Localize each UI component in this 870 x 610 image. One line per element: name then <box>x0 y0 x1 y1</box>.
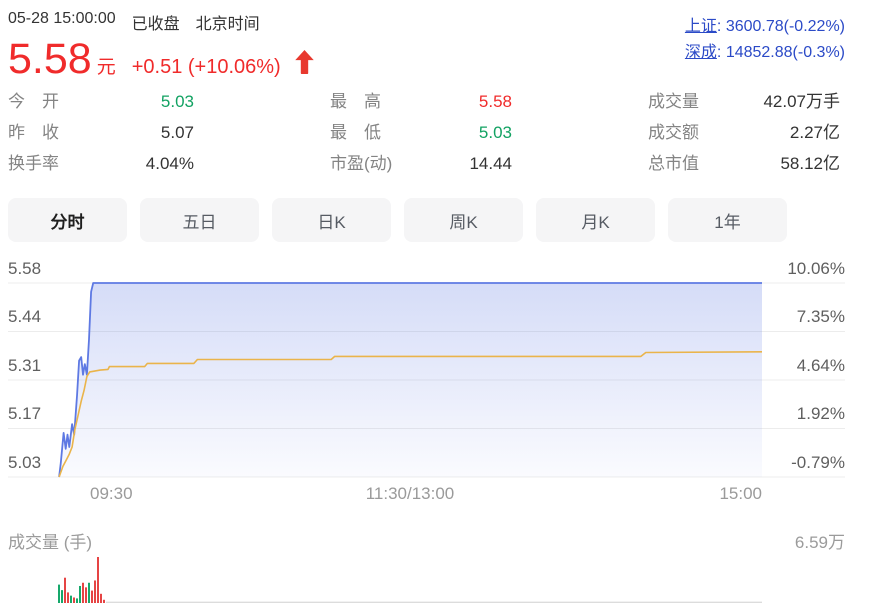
y-axis-left-label-0: 5.58 <box>8 259 42 278</box>
index-shanghai-quote: : 3600.78(-0.22%) <box>716 18 845 35</box>
x-axis-label-noon: 11:30/13:00 <box>365 484 455 503</box>
y-axis-left-label-3: 5.17 <box>8 404 42 423</box>
stat-market-cap-value: 58.12亿 <box>780 154 840 173</box>
stat-market-cap: 总市值 58.12亿 <box>648 152 840 176</box>
volume-chart-canvas <box>58 557 762 603</box>
stat-pe-ratio: 市盈(动) 14.44 <box>330 152 512 176</box>
y-axis-right-label-1: 7.35% <box>796 307 845 326</box>
minute-chart-canvas[interactable] <box>0 250 870 505</box>
volume-bar <box>82 582 84 603</box>
volume-bar <box>88 582 90 603</box>
volume-bar <box>85 587 87 603</box>
volume-bar <box>97 557 99 603</box>
x-axis-label-close: 15:00 <box>719 484 762 503</box>
stats-column-2: 最 高 5.58 最 低 5.03 市盈(动) 14.44 <box>330 90 512 183</box>
stat-pe-ratio-value: 14.44 <box>469 154 512 173</box>
index-shanghai-name: 上证 <box>684 18 717 35</box>
timezone-label: 北京时间 <box>195 16 260 33</box>
volume-bar <box>103 599 105 603</box>
index-shanghai-link[interactable]: 上证: 3600.78(-0.22%) <box>685 14 845 40</box>
quote-time-row: 05-28 15:00:00 已收盘 北京时间 <box>8 10 260 34</box>
market-status: 已收盘 <box>131 16 180 33</box>
stat-prev-close: 昨 收 5.07 <box>8 121 194 145</box>
y-axis-left-label-1: 5.44 <box>8 307 42 326</box>
tab-minute[interactable]: 分时 <box>8 198 127 242</box>
stats-column-1: 今 开 5.03 昨 收 5.07 换手率 4.04% <box>8 90 194 183</box>
stat-turnover-rate-value: 4.04% <box>145 154 194 173</box>
index-shenzhen-quote: : 14852.88(-0.3%) <box>716 44 845 61</box>
stat-prev-close-label: 昨 收 <box>8 123 59 142</box>
current-price: 5.58 <box>8 35 92 83</box>
price-unit-label: 元 <box>96 57 116 78</box>
volume-bar <box>58 584 60 603</box>
price-row: 5.58 元 +0.51 (+10.06%) <box>8 36 314 82</box>
volume-bar <box>64 577 66 603</box>
up-arrow-icon <box>294 50 314 74</box>
stat-today-open-value: 5.03 <box>160 92 194 111</box>
stat-amount: 成交额 2.27亿 <box>648 121 840 145</box>
stat-amount-value: 2.27亿 <box>789 123 840 142</box>
volume-bar <box>67 592 69 603</box>
stat-turnover-rate-label: 换手率 <box>8 154 59 173</box>
stat-pe-ratio-label: 市盈(动) <box>330 154 393 173</box>
quote-datetime: 05-28 15:00:00 <box>8 10 116 27</box>
stat-today-open: 今 开 5.03 <box>8 90 194 114</box>
index-shenzhen-name: 深成 <box>684 44 717 61</box>
volume-header: 成交量 (手) 6.59万 <box>8 528 845 553</box>
tab-monthly-k[interactable]: 月K <box>536 198 655 242</box>
stat-volume: 成交量 42.07万手 <box>648 90 840 114</box>
y-axis-right-label-0: 10.06% <box>787 259 845 278</box>
stat-amount-label: 成交额 <box>648 123 699 142</box>
volume-bar <box>79 585 81 603</box>
y-axis-right-label-4: -0.79% <box>791 453 845 472</box>
volume-tail-bars <box>106 601 762 603</box>
price-area-fill <box>59 283 763 477</box>
volume-bar <box>100 593 102 603</box>
stat-high-value: 5.58 <box>478 92 512 111</box>
stat-turnover-rate: 换手率 4.04% <box>8 152 194 176</box>
volume-bar <box>76 598 78 603</box>
tab-weekly-k[interactable]: 周K <box>404 198 523 242</box>
x-axis-label-open: 09:30 <box>90 484 133 503</box>
y-axis-left-label-4: 5.03 <box>8 453 42 472</box>
volume-title: 成交量 (手) <box>8 533 93 552</box>
tab-one-year[interactable]: 1年 <box>668 198 787 242</box>
volume-bar <box>94 580 96 603</box>
market-indices: 上证: 3600.78(-0.22%) 深成: 14852.88(-0.3%) <box>685 14 845 66</box>
price-line <box>58 282 762 478</box>
avg-line <box>58 351 763 478</box>
volume-bar <box>70 595 72 603</box>
stat-low: 最 低 5.03 <box>330 121 512 145</box>
stat-volume-value: 42.07万手 <box>763 92 840 111</box>
volume-bar <box>91 590 93 603</box>
stat-high-label: 最 高 <box>330 92 381 111</box>
stat-low-value: 5.03 <box>478 123 512 142</box>
stat-prev-close-value: 5.07 <box>160 123 194 142</box>
y-axis-right-label-2: 4.64% <box>796 356 845 375</box>
main-chart[interactable]: 5.58 5.44 5.31 5.17 5.03 10.06% 7.35% 4.… <box>0 250 870 505</box>
stat-high: 最 高 5.58 <box>330 90 512 114</box>
tab-daily-k[interactable]: 日K <box>272 198 391 242</box>
chart-period-tabs: 分时 五日 日K 周K 月K 1年 <box>8 198 787 242</box>
index-shenzhen-link[interactable]: 深成: 14852.88(-0.3%) <box>685 40 845 66</box>
stats-column-3: 成交量 42.07万手 成交额 2.27亿 总市值 58.12亿 <box>648 90 840 183</box>
y-axis-right-label-3: 1.92% <box>796 404 845 423</box>
price-change: +0.51 (+10.06%) <box>131 56 281 78</box>
volume-bar <box>61 590 63 603</box>
stat-volume-label: 成交量 <box>648 92 699 111</box>
volume-scale-max: 6.59万 <box>794 533 845 552</box>
stat-market-cap-label: 总市值 <box>648 154 699 173</box>
tab-five-day[interactable]: 五日 <box>140 198 259 242</box>
stat-today-open-label: 今 开 <box>8 92 59 111</box>
volume-bar <box>73 597 75 603</box>
stat-low-label: 最 低 <box>330 123 381 142</box>
y-axis-left-label-2: 5.31 <box>8 356 42 375</box>
